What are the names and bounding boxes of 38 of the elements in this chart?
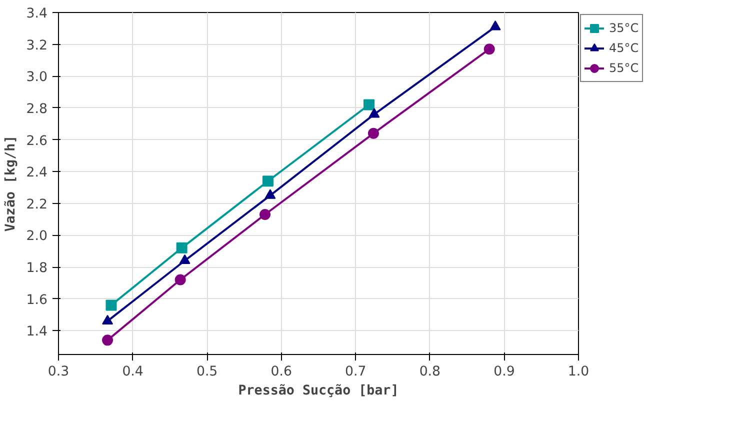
x-tick-label: 0.3 <box>48 364 70 380</box>
y-tick-label: 2.8 <box>26 102 48 117</box>
x-axis-title: Pressão Sucção [bar] <box>238 384 399 398</box>
x-tick-label: 0.6 <box>270 364 292 380</box>
x-tick-label: 0.8 <box>419 364 441 380</box>
point <box>174 274 186 286</box>
point <box>364 99 375 110</box>
x-tick-label: 0.9 <box>494 364 515 380</box>
point <box>490 20 501 30</box>
y-tick-label: 3.0 <box>26 70 48 86</box>
legend-label: 55°C <box>609 61 639 75</box>
y-tick-label: 2.0 <box>26 229 48 244</box>
y-tick-label: 1.4 <box>26 324 48 340</box>
point <box>484 44 495 55</box>
point <box>368 108 380 118</box>
legend-label: 35°C <box>609 21 639 35</box>
point <box>262 176 274 187</box>
point <box>106 300 117 311</box>
y-tick-label: 3.2 <box>26 38 48 54</box>
point <box>368 128 379 139</box>
x-tick-label: 0.4 <box>122 364 144 380</box>
y-tick-label: 3.4 <box>26 6 48 22</box>
point <box>260 209 271 220</box>
y-tick-label: 1.6 <box>26 292 48 308</box>
y-axis-title: Vazão [kg/h] <box>3 135 18 232</box>
x-tick-label: 1.0 <box>568 364 590 380</box>
y-tick-label: 2.6 <box>26 134 48 149</box>
legend-label: 45°C <box>609 41 639 55</box>
x-tick-label: 0.5 <box>196 364 218 380</box>
x-tick-label: 0.7 <box>345 364 366 380</box>
point <box>179 254 190 264</box>
y-tick-label: 2.4 <box>26 166 48 181</box>
point <box>264 189 276 199</box>
point <box>102 314 114 324</box>
point <box>102 334 114 346</box>
point <box>176 242 188 254</box>
y-tick-label: 1.8 <box>26 261 48 276</box>
y-tick-label: 2.2 <box>26 197 48 212</box>
